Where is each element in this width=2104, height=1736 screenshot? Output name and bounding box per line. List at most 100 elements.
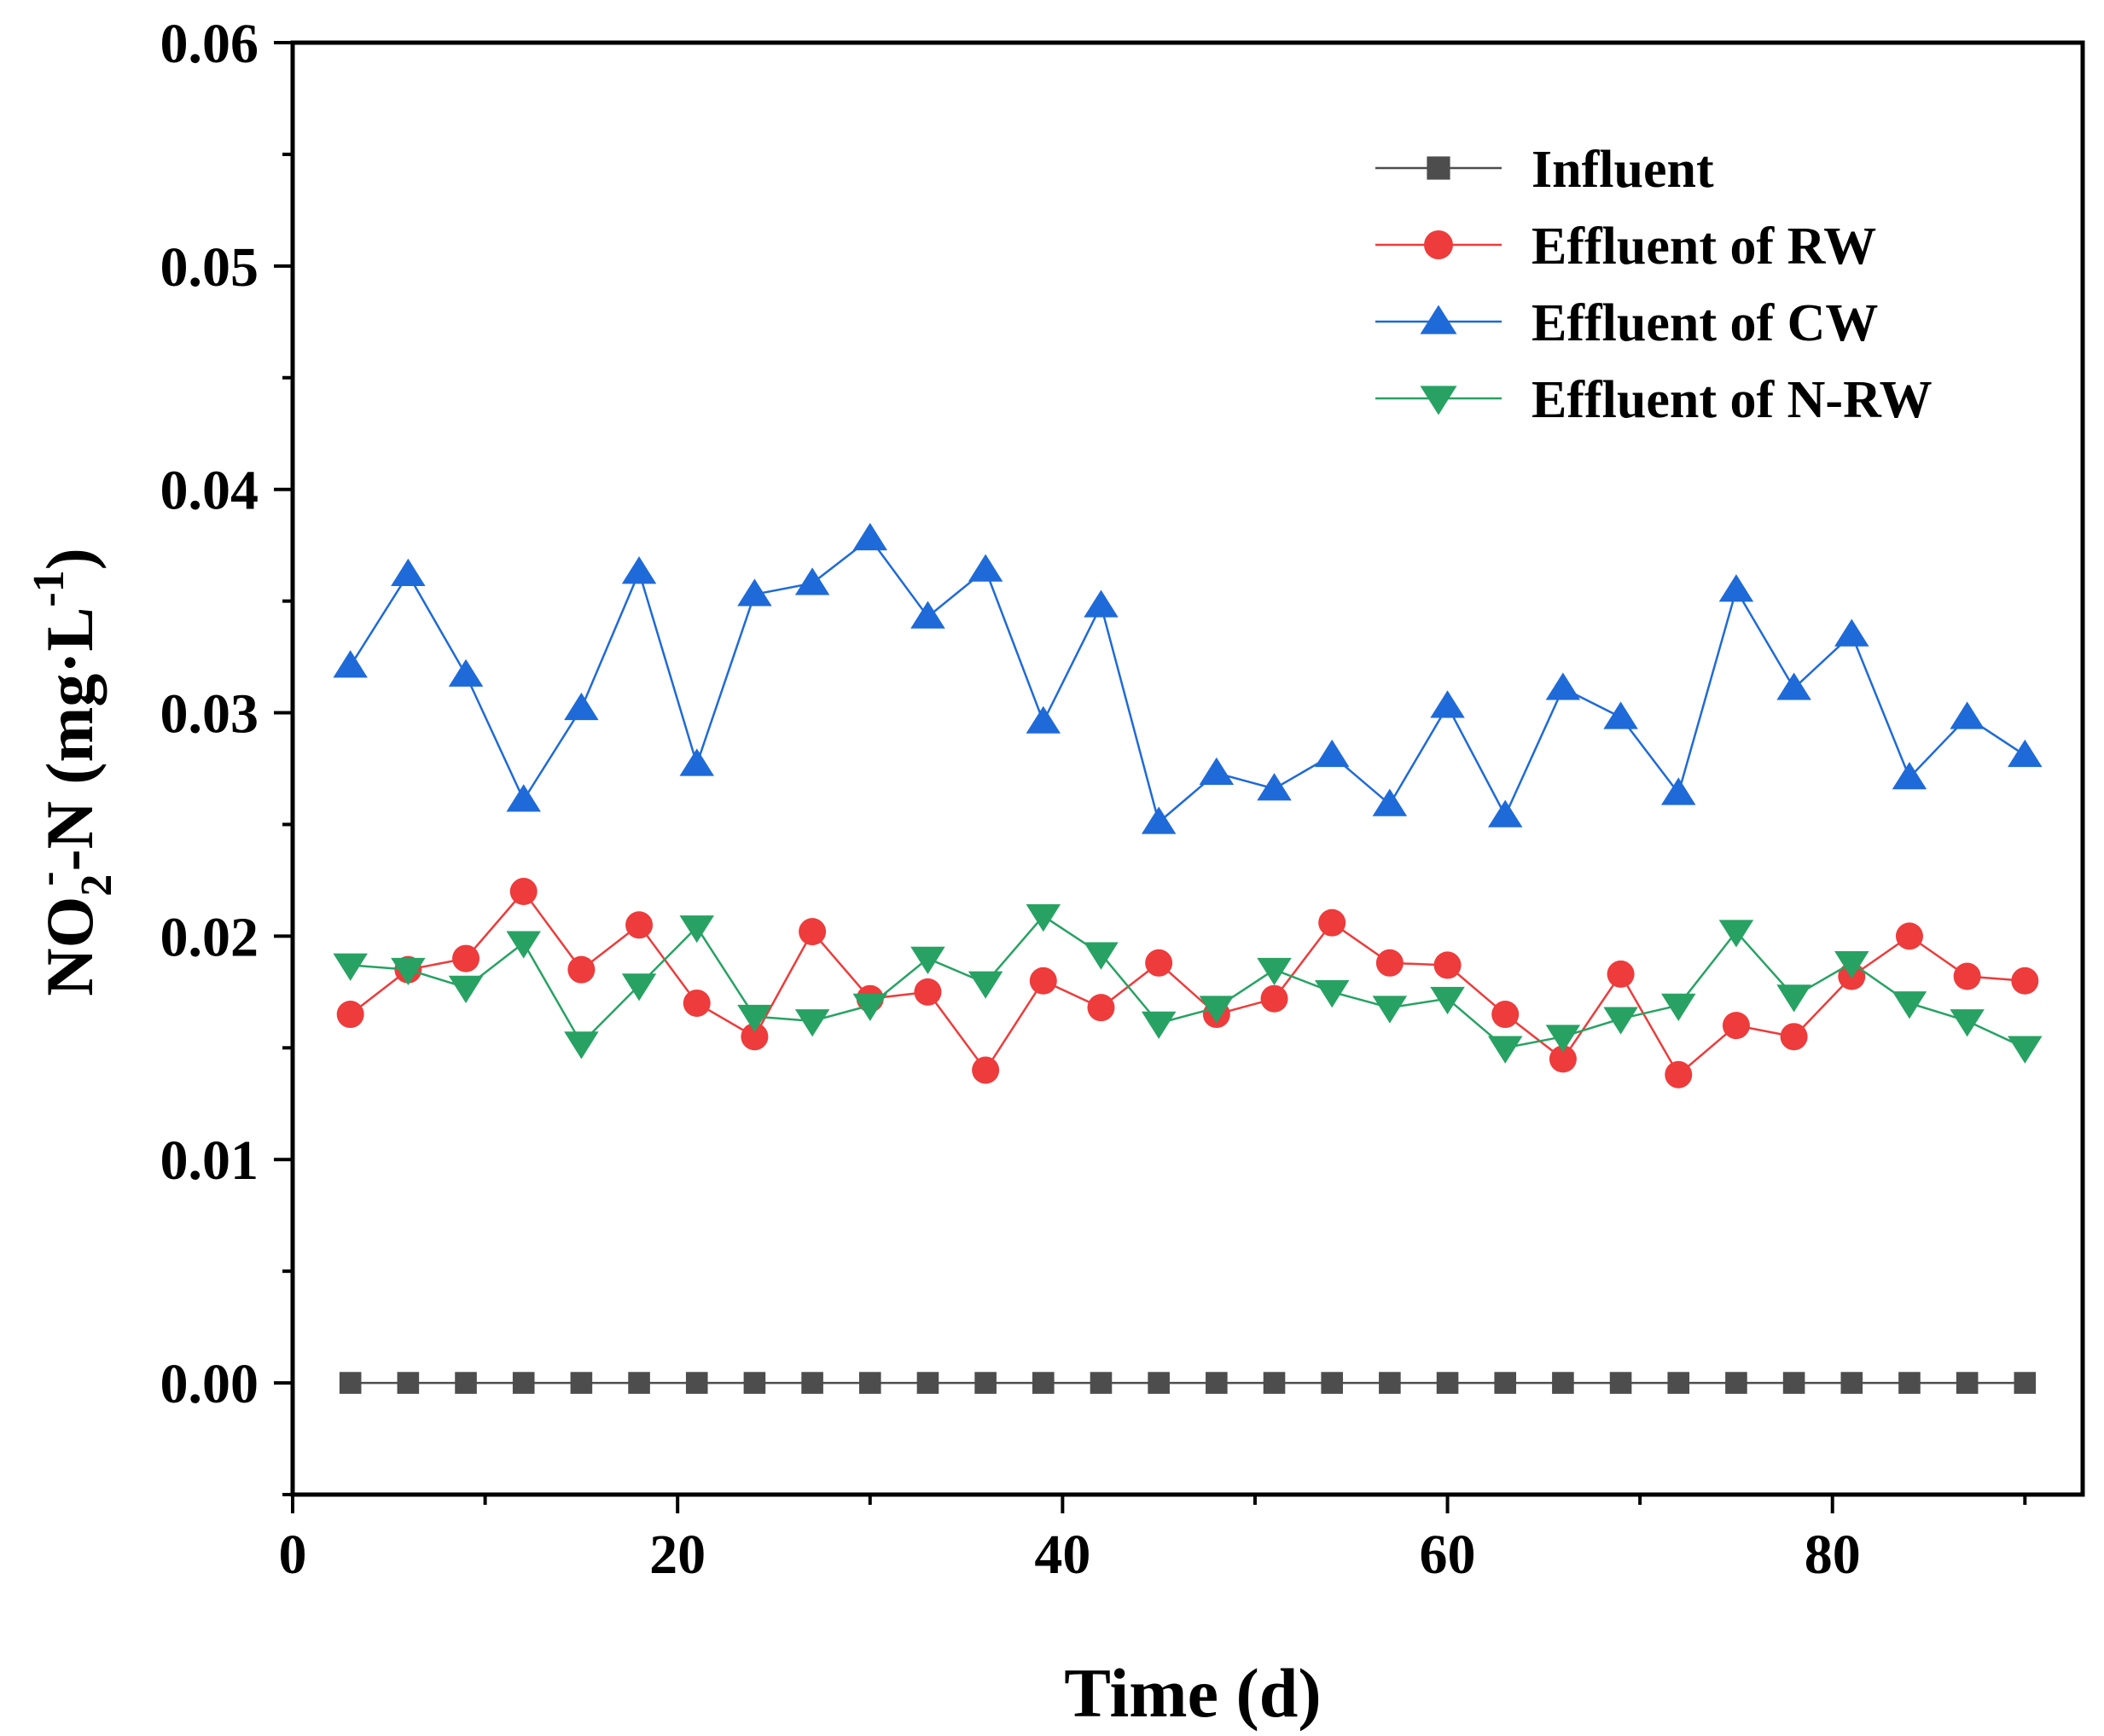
data-point [1491, 1001, 1520, 1029]
x-tick-label: 20 [649, 1524, 706, 1586]
axes: 0.00 0.01 0.02 0.03 0.04 0.05 0.06 0 20 40 60 80 [160, 13, 2027, 1586]
y-axis-title: NO2--N (mg·L-1) [23, 548, 121, 996]
data-point [1029, 967, 1057, 995]
data-point [1263, 1372, 1286, 1394]
legend-item: Effluent of CW [1375, 294, 1878, 352]
data-point [1545, 1025, 1581, 1053]
data-point [1148, 1372, 1170, 1394]
data-point [1026, 904, 1061, 932]
data-point [506, 784, 541, 812]
data-point [2011, 967, 2039, 995]
data-point [1314, 739, 1350, 768]
data-point [1141, 1011, 1177, 1039]
data-point [1834, 618, 1869, 647]
series-layer [333, 522, 2043, 1394]
data-point [2014, 1372, 2037, 1394]
data-point [1780, 1023, 1808, 1051]
data-point [621, 973, 657, 1002]
data-point [1549, 1045, 1577, 1073]
legend-label: Effluent of RW [1532, 218, 1876, 276]
data-point [1026, 705, 1061, 734]
legend-marker [1420, 386, 1457, 415]
data-point [567, 955, 596, 984]
data-point [455, 1372, 477, 1394]
x-tick-label: 0 [279, 1524, 307, 1586]
data-point [512, 1372, 535, 1394]
data-point [1895, 922, 1923, 950]
data-point [1372, 788, 1408, 816]
data-point [794, 1009, 830, 1037]
data-point [1032, 1372, 1055, 1394]
data-point [1487, 799, 1523, 827]
data-point [1950, 1009, 1985, 1037]
data-point [1725, 1372, 1747, 1394]
data-point [910, 601, 945, 629]
data-point [1430, 690, 1465, 718]
data-point [1430, 986, 1465, 1015]
data-point [914, 978, 942, 1006]
data-point [1840, 1372, 1863, 1394]
data-point [1722, 1012, 1750, 1040]
data-point [1084, 589, 1119, 618]
x-tick-label: 40 [1034, 1524, 1090, 1586]
series-line [349, 890, 2026, 1077]
data-point [1607, 960, 1635, 988]
y-tick-label: 0.00 [160, 1353, 259, 1415]
data-point [1892, 762, 1927, 790]
y-title-base: NO [32, 897, 107, 996]
data-point [1661, 777, 1696, 805]
data-point [1898, 1372, 1921, 1394]
data-point [564, 1031, 599, 1060]
data-point [448, 659, 484, 687]
data-point [1782, 1372, 1805, 1394]
data-point [974, 1372, 997, 1394]
data-point [1950, 701, 1985, 729]
data-point [1892, 991, 1927, 1019]
legend-item: Effluent of N-RW [1375, 371, 1933, 429]
data-point [799, 918, 827, 946]
x-axis-title: Time (d) [1064, 1654, 1321, 1732]
data-point [679, 915, 714, 943]
data-point [2008, 1036, 2043, 1064]
data-point [910, 946, 945, 974]
data-point [1321, 1372, 1343, 1394]
legend-marker [1420, 305, 1457, 334]
legend-label: Influent [1532, 141, 1714, 199]
y-tick-label: 0.03 [160, 683, 259, 746]
data-point [1257, 773, 1292, 801]
y-tick-label: 0.04 [160, 460, 259, 522]
data-point [391, 957, 426, 986]
legend-label: Effluent of N-RW [1532, 371, 1933, 429]
data-point [737, 1004, 772, 1033]
series-effluent-of-n-rw [333, 904, 2043, 1064]
data-point [1199, 996, 1235, 1024]
data-point [570, 1372, 593, 1394]
legend-marker [1424, 230, 1453, 259]
data-point [679, 748, 714, 776]
data-point [1260, 984, 1288, 1013]
data-point [1372, 996, 1408, 1024]
y-tick-label: 0.06 [160, 13, 259, 75]
data-point [1145, 949, 1173, 977]
data-point [1379, 1372, 1401, 1394]
data-point [1956, 1372, 1979, 1394]
series-influent [339, 1372, 2037, 1394]
series-line [350, 914, 2026, 1049]
data-point [1436, 1372, 1459, 1394]
legend-item: Effluent of RW [1375, 218, 1876, 276]
data-point [509, 878, 538, 906]
data-point [1257, 957, 1292, 986]
series-effluent-of-cw [333, 522, 2043, 834]
series-line [349, 537, 2026, 825]
y-tick-label: 0.01 [160, 1129, 259, 1192]
data-point [1603, 1007, 1638, 1035]
data-point [858, 1372, 881, 1394]
data-point [1953, 962, 1981, 990]
y-title-mid: -N (mg·L [32, 607, 107, 872]
data-point [1545, 672, 1581, 700]
data-point [452, 944, 480, 973]
data-point [1433, 951, 1462, 979]
data-point [685, 1372, 708, 1394]
data-point [852, 993, 888, 1021]
